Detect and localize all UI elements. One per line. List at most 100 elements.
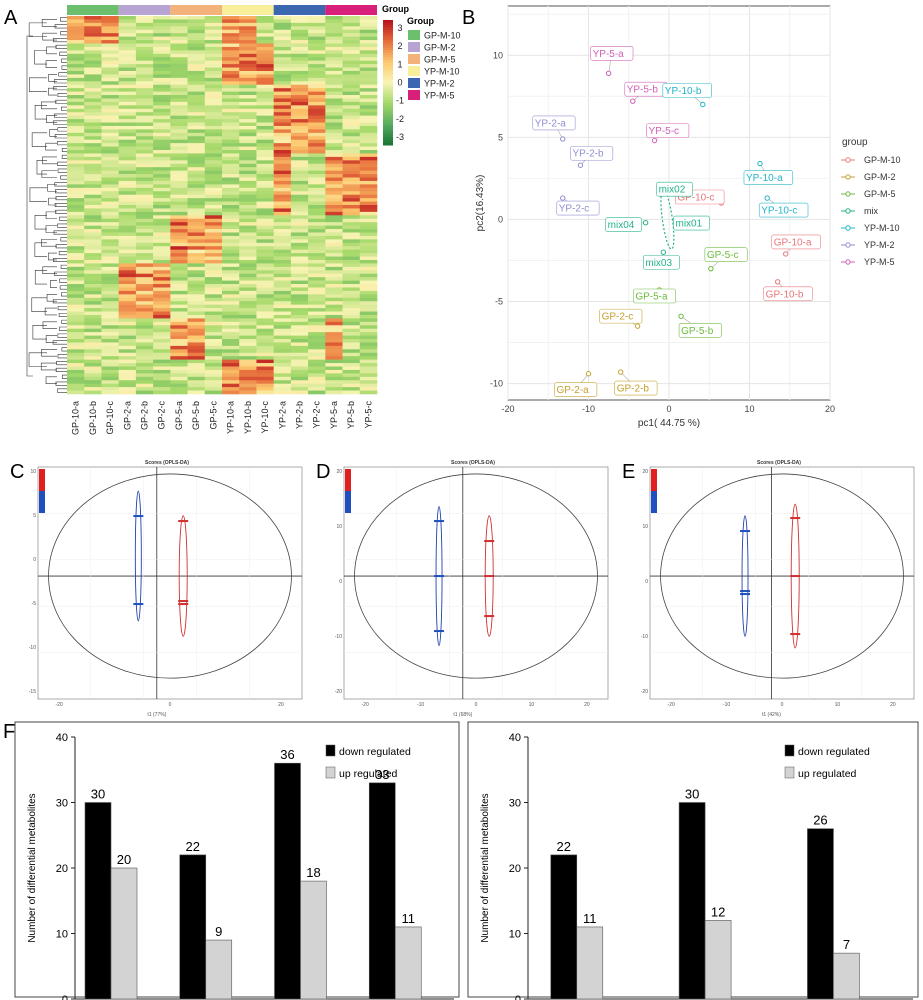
bar-value-label: 26 — [813, 813, 827, 828]
heatmap-cell — [325, 74, 343, 79]
heatmap-cell — [153, 139, 171, 144]
heatmap-cell — [273, 284, 292, 288]
heatmap-cell — [308, 387, 326, 391]
heatmap-cell — [308, 201, 326, 206]
heatmap-cell — [273, 167, 292, 171]
heatmap-cell — [135, 359, 154, 364]
heatmap-cell — [135, 259, 154, 264]
heatmap-cell — [153, 170, 171, 175]
heatmap-cell — [359, 101, 378, 106]
color-scale-step — [383, 135, 393, 138]
heatmap-cell — [273, 356, 292, 360]
heatmap-cell — [170, 33, 188, 37]
heatmap-cell — [239, 26, 257, 31]
opls-point-blue — [434, 630, 445, 633]
heatmap-cell — [204, 246, 223, 250]
heatmap-cell — [256, 46, 274, 51]
heatmap-cell — [342, 249, 361, 254]
pca-point-label: GP-10-c — [677, 193, 714, 204]
heatmap-cell — [187, 301, 206, 305]
heatmap-cell — [359, 108, 378, 113]
heatmap-cell — [222, 177, 240, 182]
heatmap-cell — [359, 284, 378, 288]
heatmap-cell — [204, 356, 223, 360]
heatmap-cell — [170, 229, 188, 233]
heatmap-cell — [187, 266, 206, 271]
heatmap-cell — [118, 129, 137, 134]
heatmap-cell — [290, 218, 309, 223]
heatmap-cell — [325, 387, 343, 391]
heatmap-cell — [84, 177, 102, 182]
bar-value-label: 7 — [843, 937, 850, 952]
heatmap-cell — [204, 229, 223, 233]
heatmap-column-label: GP-5-b — [191, 401, 201, 430]
heatmap-cell — [256, 242, 274, 247]
heatmap-cell — [170, 81, 188, 86]
heatmap-cell — [273, 345, 292, 350]
color-scale-step — [383, 60, 393, 63]
heatmap-cell — [170, 363, 188, 367]
heatmap-cell — [359, 174, 378, 178]
heatmap-cell — [84, 33, 102, 37]
heatmap-cell — [256, 81, 274, 86]
heatmap-cell — [187, 239, 206, 244]
heatmap-cell — [222, 222, 240, 226]
heatmap-cell — [135, 290, 154, 295]
heatmap-cell — [290, 304, 309, 309]
heatmap-cell — [118, 36, 137, 41]
heatmap-cell — [84, 383, 102, 388]
heatmap-cell — [101, 218, 119, 223]
heatmap-cell — [222, 98, 240, 103]
opls-y-tick: 10 — [642, 524, 648, 530]
pca-point-label-box — [763, 286, 813, 302]
heatmap-cell — [187, 108, 206, 113]
heatmap-cell — [187, 36, 206, 41]
panel-a-heatmap: A GP-10-a GP-10-b GP-10-c GP-2-a GP-2-b GP-2-… — [4, 4, 461, 435]
heatmap-cell — [290, 335, 309, 340]
heatmap-cell — [84, 22, 102, 27]
heatmap-cell — [290, 222, 309, 226]
color-scale-step — [383, 72, 393, 76]
heatmap-cell — [308, 373, 326, 378]
heatmap-cell — [290, 211, 309, 216]
pca-legend-label: YP-M-2 — [864, 240, 895, 250]
heatmap-cell — [170, 91, 188, 96]
heatmap-cell — [256, 77, 274, 82]
opls-plot-frame — [649, 466, 915, 700]
heatmap-cell — [84, 325, 102, 330]
heatmap-cell — [290, 359, 309, 364]
heatmap-cell — [187, 84, 206, 89]
heatmap-cell — [239, 101, 257, 106]
bar-down — [274, 762, 301, 1000]
heatmap-cell — [239, 321, 257, 326]
heatmap-cell — [239, 29, 257, 34]
heatmap-cell — [342, 160, 361, 165]
heatmap-cell — [273, 19, 292, 24]
heatmap-cell — [325, 211, 343, 216]
heatmap-cell — [135, 270, 154, 275]
heatmap-cell — [135, 60, 154, 65]
heatmap-cell — [170, 287, 188, 292]
heatmap-cell — [239, 304, 257, 309]
pca-legend-point — [845, 174, 851, 180]
color-scale-tick: -1 — [396, 96, 404, 106]
heatmap-cell — [118, 345, 137, 350]
heatmap-cell — [273, 325, 292, 330]
heatmap-cell — [187, 222, 206, 226]
heatmap-cell — [256, 256, 274, 261]
heatmap-cell — [170, 253, 188, 257]
heatmap-cell — [67, 139, 85, 144]
heatmap-cell — [84, 314, 102, 319]
pca-legend-point — [845, 225, 851, 231]
heatmap-cell — [67, 84, 85, 89]
heatmap-cell — [135, 101, 154, 106]
pca-legend-point — [845, 208, 851, 214]
heatmap-cell — [256, 184, 274, 189]
heatmap-cell — [239, 57, 257, 61]
heatmap-cell — [222, 43, 240, 48]
heatmap-cell — [84, 373, 102, 378]
heatmap-cell — [187, 366, 206, 371]
opls-point-red — [790, 575, 801, 578]
heatmap-cell — [84, 156, 102, 161]
